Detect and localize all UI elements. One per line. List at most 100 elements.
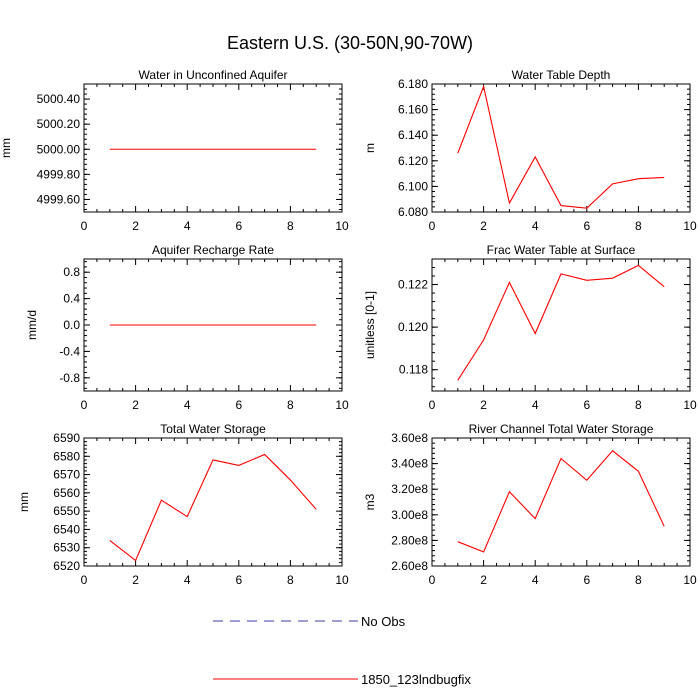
plot-frame — [83, 437, 343, 567]
x-tick-label: 6 — [235, 573, 242, 587]
panel-6: River Channel Total Water Storage m3 0 2 4 6 8… — [363, 422, 697, 587]
y-tick-label: 0.0 — [63, 318, 80, 332]
y-tick-label: 2.60e8 — [391, 559, 428, 573]
legend: No Obs 1850_123lndbugfix — [213, 614, 471, 687]
y-axis-label: mm/d — [25, 310, 39, 340]
y-axis-label: m — [363, 143, 377, 153]
figure-title: Eastern U.S. (30-50N,90-70W) — [226, 33, 474, 53]
y-tick-label: 6.180 — [398, 77, 428, 91]
x-tick-label: 0 — [429, 573, 436, 587]
y-tick-label: 3.20e8 — [391, 482, 428, 496]
y-tick-label: 3.00e8 — [391, 508, 428, 522]
y-tick-label: 3.60e8 — [391, 431, 428, 445]
x-tick-label: 4 — [184, 219, 191, 233]
x-tick-label: 2 — [480, 573, 487, 587]
x-tick-label: 4 — [532, 219, 539, 233]
x-tick-label: 4 — [184, 573, 191, 587]
x-tick-label: 0 — [81, 219, 88, 233]
y-tick-label: 6550 — [53, 504, 80, 518]
y-tick-label: -0.8 — [59, 371, 80, 385]
y-axis-label: mm — [0, 138, 13, 158]
panel-title: River Channel Total Water Storage — [469, 422, 654, 436]
x-tick-label: 6 — [235, 398, 242, 412]
y-tick-label: 0.120 — [398, 320, 428, 334]
panel-2: Water Table Depth m 0 2 4 6 8 10 6.080 6.100 6.120… — [363, 68, 697, 233]
y-tick-label: 5000.20 — [37, 117, 81, 131]
series-line — [109, 453, 317, 562]
y-tick-label: 3.40e8 — [391, 457, 428, 471]
x-tick-label: 4 — [532, 573, 539, 587]
panel-1: Water in Unconfined Aquifer mm 0 2 4 6 8 10 4999… — [0, 68, 349, 233]
x-tick-label: 2 — [480, 398, 487, 412]
x-tick-label: 6 — [235, 219, 242, 233]
x-tick-label: 8 — [287, 219, 294, 233]
panel-4: Frac Water Table at Surface unitless [0-1… — [363, 243, 697, 412]
x-tick-label: 4 — [184, 398, 191, 412]
y-tick-label: 6.080 — [398, 205, 428, 219]
y-axis-label: unitless [0-1] — [363, 291, 377, 359]
legend-label-2: 1850_123lndbugfix — [361, 672, 471, 687]
panel-title: Total Water Storage — [160, 422, 266, 436]
y-tick-label: 4999.80 — [37, 167, 81, 181]
y-tick-label: 6540 — [53, 522, 80, 536]
panel-title: Water in Unconfined Aquifer — [139, 68, 288, 82]
y-tick-label: 2.80e8 — [391, 533, 428, 547]
x-tick-label: 8 — [635, 573, 642, 587]
y-tick-label: 6520 — [53, 559, 80, 573]
y-tick-label: 6590 — [53, 431, 80, 445]
y-tick-label: 5000.00 — [37, 142, 81, 156]
x-tick-label: 2 — [132, 219, 139, 233]
panel-title: Aquifer Recharge Rate — [152, 243, 274, 257]
x-tick-label: 0 — [81, 573, 88, 587]
x-tick-label: 10 — [683, 398, 697, 412]
x-tick-label: 6 — [583, 573, 590, 587]
y-tick-label: 0.4 — [63, 292, 80, 306]
y-tick-label: 6.100 — [398, 179, 428, 193]
series-line — [457, 450, 665, 553]
x-tick-label: 8 — [287, 573, 294, 587]
x-tick-label: 2 — [132, 573, 139, 587]
x-tick-label: 8 — [635, 219, 642, 233]
y-tick-label: 6530 — [53, 541, 80, 555]
y-tick-label: 0.8 — [63, 265, 80, 279]
x-tick-label: 6 — [583, 398, 590, 412]
x-tick-label: 10 — [683, 573, 697, 587]
y-tick-label: 0.118 — [399, 363, 428, 377]
y-tick-label: 6580 — [53, 449, 80, 463]
y-tick-label: 6570 — [53, 468, 80, 482]
panel-5: Total Water Storage mm 0 2 4 6 8 10 6520 6530 6540… — [17, 422, 349, 587]
series-line — [457, 264, 665, 381]
x-tick-label: 10 — [335, 398, 349, 412]
y-tick-label: -0.4 — [59, 344, 80, 358]
x-tick-label: 8 — [287, 398, 294, 412]
x-tick-label: 4 — [532, 398, 539, 412]
x-tick-label: 0 — [429, 219, 436, 233]
y-tick-label: 6.160 — [398, 103, 428, 117]
y-axis-label: m3 — [363, 493, 377, 510]
x-tick-label: 2 — [132, 398, 139, 412]
x-tick-label: 8 — [635, 398, 642, 412]
x-tick-label: 0 — [429, 398, 436, 412]
x-tick-label: 10 — [683, 219, 697, 233]
x-tick-label: 6 — [583, 219, 590, 233]
panel-title: Frac Water Table at Surface — [487, 243, 636, 257]
legend-label-1: No Obs — [361, 614, 406, 629]
series-line — [457, 84, 665, 209]
plot-frame — [83, 83, 343, 213]
x-tick-label: 2 — [480, 219, 487, 233]
y-axis-label: mm — [17, 492, 31, 512]
panel-3: Aquifer Recharge Rate mm/d 0 2 4 6 8 10 -0.8 -0.4… — [25, 243, 349, 412]
x-tick-label: 10 — [335, 219, 349, 233]
y-tick-label: 6.140 — [398, 128, 428, 142]
x-tick-label: 10 — [335, 573, 349, 587]
y-tick-label: 6.120 — [398, 154, 428, 168]
y-tick-label: 0.122 — [398, 278, 428, 292]
plot-frame — [431, 258, 691, 392]
y-tick-label: 5000.40 — [37, 92, 81, 106]
y-tick-label: 4999.60 — [37, 192, 81, 206]
y-tick-label: 6560 — [53, 486, 80, 500]
x-tick-label: 0 — [81, 398, 88, 412]
panel-title: Water Table Depth — [512, 68, 611, 82]
